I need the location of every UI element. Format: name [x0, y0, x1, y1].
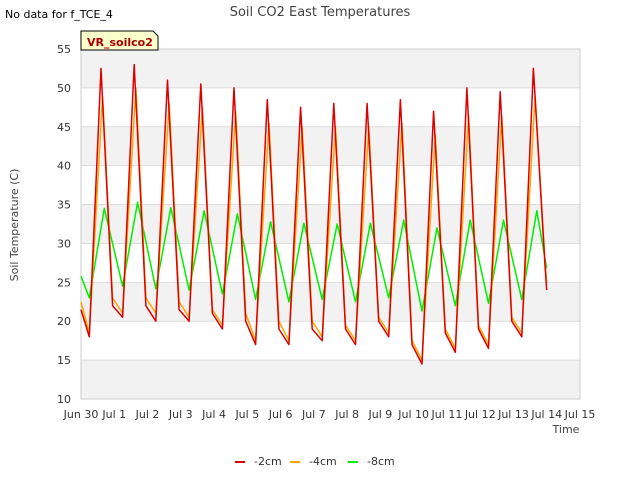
y-tick-label: 10: [57, 393, 71, 406]
legend-label: -2cm: [254, 455, 282, 468]
x-tick-label: Jul 9: [368, 408, 393, 421]
x-tick-label: Jul 5: [234, 408, 259, 421]
y-tick-label: 25: [57, 276, 71, 289]
series-line-2cm: [80, 63, 548, 365]
x-axis-label: Time: [552, 423, 580, 436]
y-tick-label: 15: [57, 354, 71, 367]
x-tick-label: Jul 10: [397, 408, 429, 421]
x-tick-label: Jul 12: [464, 408, 496, 421]
x-tick-label: Jul 11: [431, 408, 463, 421]
x-tick-label: Jul 15: [564, 408, 596, 421]
series-layer: [80, 63, 548, 365]
y-tick-label: 20: [57, 315, 71, 328]
y-tick-label: 50: [57, 82, 71, 95]
legend: -2cm -4cm -8cm: [235, 455, 395, 468]
x-tick-label: Jul 8: [334, 408, 359, 421]
plot-frame: [80, 48, 581, 400]
y-tick-label: 35: [57, 199, 71, 212]
x-tick-label: Jul 3: [168, 408, 193, 421]
x-tick-label: Jul 1: [101, 408, 126, 421]
legend-label: -4cm: [309, 455, 337, 468]
legend-label: -8cm: [367, 455, 395, 468]
x-tick-label: Jul 2: [135, 408, 160, 421]
y-tick-label: 40: [57, 160, 71, 173]
grid-band: [81, 49, 580, 88]
y-axis-label: Soil Temperature (C): [8, 169, 21, 282]
chart-title: Soil CO2 East Temperatures: [230, 5, 411, 20]
axis-ticks: 10 15 20 25 30 35 40 45 50 55 Jun 30 Jul 1 Jul 2 Jul …: [57, 43, 595, 421]
x-tick-label: Jun 30: [63, 408, 99, 421]
y-tick-label: 30: [57, 237, 71, 250]
x-tick-label: Jul 14: [530, 408, 562, 421]
x-tick-label: Jul 6: [268, 408, 293, 421]
no-data-note: No data for f_TCE_4: [5, 8, 113, 21]
x-tick-label: Jul 4: [201, 408, 226, 421]
x-tick-label: Jul 13: [497, 408, 529, 421]
y-tick-label: 45: [57, 121, 71, 134]
x-tick-label: Jul 7: [301, 408, 326, 421]
station-label: VR_soilco2: [87, 36, 153, 49]
y-tick-label: 55: [57, 43, 71, 56]
station-label-box: VR_soilco2: [80, 30, 159, 51]
grid-band: [81, 360, 580, 399]
grid-band: [81, 282, 580, 322]
